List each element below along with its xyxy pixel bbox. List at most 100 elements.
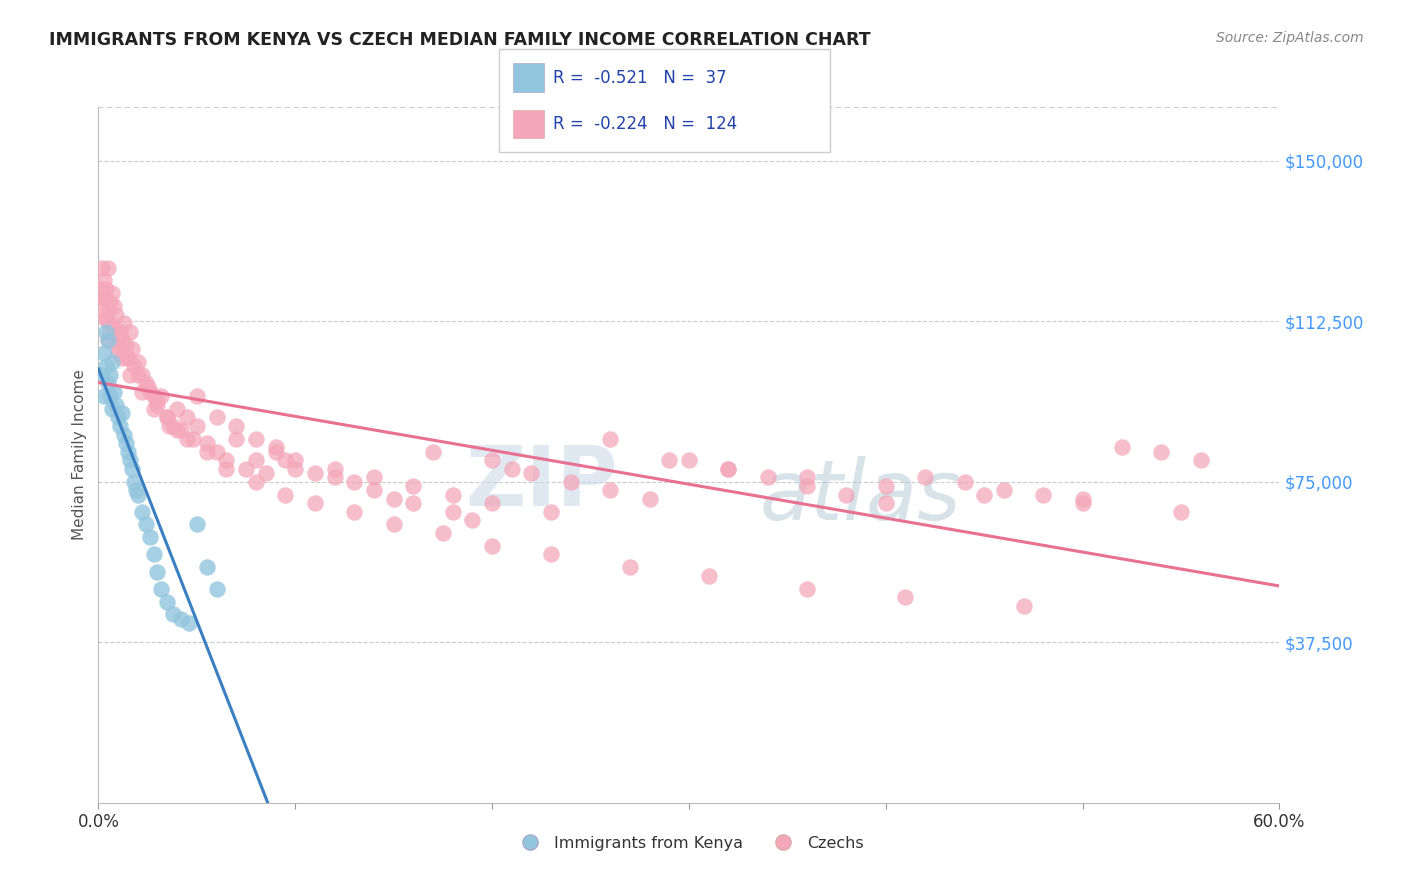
Point — [432, 526, 454, 541]
Point — [274, 453, 297, 467]
Point — [146, 393, 169, 408]
Point — [422, 444, 444, 458]
Point — [284, 462, 307, 476]
Point — [304, 496, 326, 510]
Point — [186, 389, 208, 403]
Point — [122, 475, 145, 489]
Point — [1150, 444, 1173, 458]
Point — [1111, 441, 1133, 455]
Point — [363, 470, 385, 484]
Point — [284, 453, 307, 467]
Point — [176, 410, 198, 425]
Point — [101, 401, 124, 416]
Point — [225, 419, 247, 434]
Y-axis label: Median Family Income: Median Family Income — [72, 369, 87, 541]
Point — [125, 483, 148, 498]
Point — [195, 436, 218, 450]
Point — [111, 334, 134, 348]
Point — [103, 384, 125, 399]
Point — [138, 384, 160, 399]
Point — [1170, 505, 1192, 519]
Point — [118, 325, 141, 339]
Point — [136, 380, 159, 394]
Point — [796, 582, 818, 596]
Point — [127, 355, 149, 369]
Point — [953, 475, 976, 489]
Point — [131, 384, 153, 399]
Point — [323, 470, 346, 484]
Point — [89, 282, 111, 296]
Point — [96, 325, 118, 339]
Text: R =  -0.224   N =  124: R = -0.224 N = 124 — [553, 115, 737, 133]
Point — [107, 410, 129, 425]
Point — [142, 548, 165, 562]
Text: IMMIGRANTS FROM KENYA VS CZECH MEDIAN FAMILY INCOME CORRELATION CHART: IMMIGRANTS FROM KENYA VS CZECH MEDIAN FA… — [49, 31, 870, 49]
Point — [520, 466, 543, 480]
Point — [117, 444, 139, 458]
Point — [98, 325, 121, 339]
Point — [170, 612, 193, 626]
Point — [177, 615, 200, 630]
Point — [103, 299, 125, 313]
Point — [166, 423, 188, 437]
Point — [157, 419, 180, 434]
Point — [717, 462, 740, 476]
Point — [1189, 453, 1212, 467]
Point — [91, 303, 114, 318]
Point — [146, 398, 169, 412]
Point — [112, 316, 135, 330]
Point — [245, 453, 267, 467]
Point — [150, 389, 173, 403]
Point — [894, 591, 917, 605]
Point — [142, 401, 165, 416]
Point — [599, 432, 621, 446]
Point — [146, 565, 169, 579]
Point — [98, 316, 121, 330]
Point — [127, 368, 149, 382]
Point — [461, 513, 484, 527]
Point — [166, 401, 188, 416]
Point — [105, 337, 128, 351]
Point — [156, 410, 179, 425]
Text: R =  -0.521   N =  37: R = -0.521 N = 37 — [553, 69, 725, 87]
Point — [162, 419, 184, 434]
Point — [108, 325, 131, 339]
Point — [117, 351, 139, 365]
Point — [215, 453, 238, 467]
Point — [756, 470, 779, 484]
Point — [560, 475, 582, 489]
Point — [93, 273, 115, 287]
Point — [115, 337, 138, 351]
Point — [264, 441, 287, 455]
Point — [441, 505, 464, 519]
Point — [131, 368, 153, 382]
Point — [156, 410, 179, 425]
Point — [118, 368, 141, 382]
Point — [96, 312, 118, 326]
Point — [162, 607, 184, 622]
Point — [619, 560, 641, 574]
Point — [1071, 491, 1094, 506]
Point — [1012, 599, 1035, 613]
Point — [835, 487, 858, 501]
Point — [96, 359, 118, 373]
Point — [481, 496, 503, 510]
Point — [118, 453, 141, 467]
Point — [96, 282, 118, 296]
Point — [254, 466, 277, 480]
Point — [914, 470, 936, 484]
Point — [131, 505, 153, 519]
Point — [96, 312, 118, 326]
Point — [117, 351, 139, 365]
Point — [382, 491, 405, 506]
Point — [156, 594, 179, 608]
Point — [717, 462, 740, 476]
Point — [93, 346, 115, 360]
Point — [138, 530, 160, 544]
Point — [98, 294, 121, 309]
Point — [264, 444, 287, 458]
Point — [402, 496, 425, 510]
Point — [97, 376, 120, 391]
Point — [121, 342, 143, 356]
Point — [599, 483, 621, 498]
